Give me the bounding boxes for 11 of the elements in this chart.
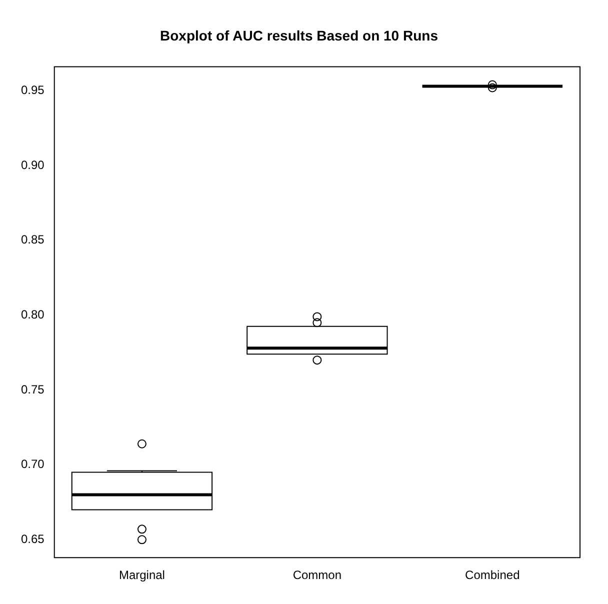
x-tick-label: Common: [292, 568, 342, 582]
y-tick-label: 0.80: [20, 308, 45, 322]
y-tick-label: 0.85: [20, 232, 45, 247]
x-tick-label: Marginal: [118, 568, 165, 582]
chart-title: Boxplot of AUC results Based on 10 Runs: [160, 27, 438, 44]
y-tick-label: 0.70: [20, 457, 45, 472]
y-tick-label: 0.75: [20, 382, 45, 396]
x-tick-label: Combined: [465, 568, 520, 582]
y-tick-label: 0.65: [20, 532, 45, 546]
y-tick-label: 0.95: [20, 83, 45, 98]
y-tick-label: 0.90: [20, 158, 45, 172]
